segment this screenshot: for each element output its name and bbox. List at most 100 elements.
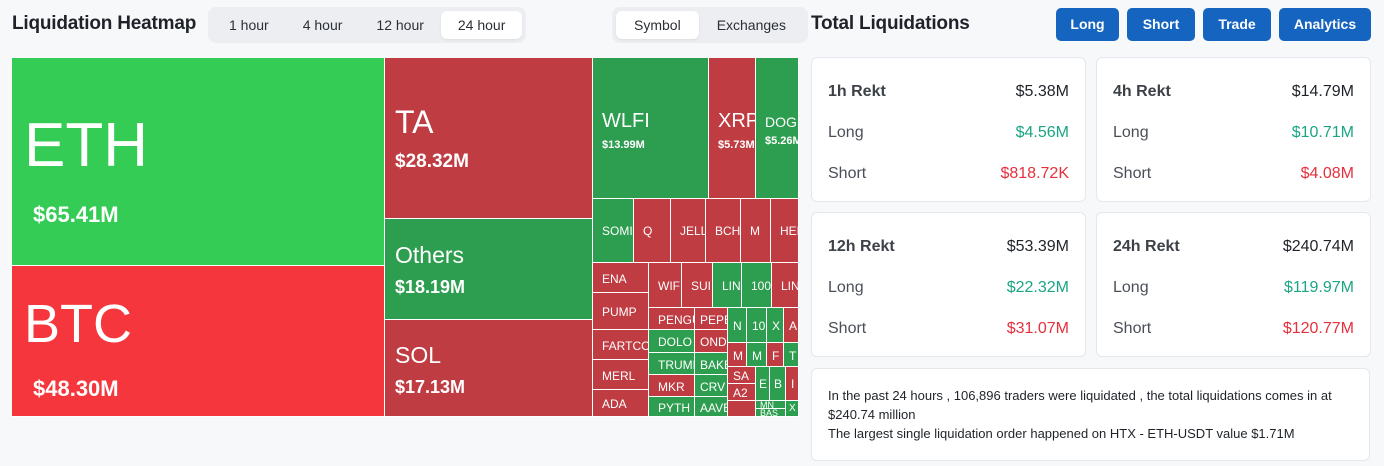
tile-symbol: SA — [733, 369, 750, 383]
card-long-value: $119.97M — [1284, 279, 1354, 296]
tile-b[interactable]: B — [770, 367, 786, 401]
tile-symbol: PUMP — [602, 305, 637, 319]
tile-f[interactable]: F — [767, 343, 784, 367]
tile-bas[interactable]: BAS — [756, 409, 786, 417]
tile-m2[interactable]: M — [728, 343, 747, 367]
tile-symbol: M — [750, 224, 760, 238]
card-long-value: $4.56M — [1015, 124, 1069, 141]
tile-symbol: PEPE — [700, 313, 727, 327]
tile-ta[interactable]: TA $28.32M — [385, 58, 593, 219]
tile-bch[interactable]: BCH — [706, 199, 741, 263]
tile-aave[interactable]: AAVE — [695, 397, 728, 417]
tile-bake[interactable]: BAKE — [695, 353, 728, 375]
time-option-24h[interactable]: 24 hour — [440, 11, 523, 39]
rekt-card-4h: 4h Rekt $14.79M Long $10.71M Short $4.08M — [1096, 57, 1371, 202]
tile-symbol: CRV — [700, 380, 726, 394]
tile-symbol: N — [733, 319, 742, 333]
tile-10[interactable]: 10 — [747, 308, 767, 343]
tile-trump[interactable]: TRUMP — [649, 353, 695, 375]
tile-link[interactable]: LINK — [713, 263, 742, 308]
tile-x[interactable]: X — [767, 308, 784, 343]
tile-pump[interactable]: PUMP — [593, 293, 649, 330]
tile-symbol: ETH — [24, 111, 148, 180]
summary-line-largest-order: The largest single liquidation order hap… — [828, 426, 1295, 441]
tile-sol[interactable]: SOL $17.13M — [385, 320, 593, 417]
tile-symbol: A — [789, 319, 798, 333]
tile-q[interactable]: Q — [634, 199, 671, 263]
tile-symbol: PENGU — [658, 313, 694, 327]
view-selector: Symbol Exchanges — [612, 7, 808, 43]
tile-symbol: DOLO — [658, 335, 693, 349]
tile-symbol: Q — [643, 224, 653, 238]
tile-pepe[interactable]: PEPE — [695, 308, 728, 330]
tile-mn[interactable]: MN — [756, 401, 786, 409]
long-label: Long — [828, 279, 864, 296]
tile-symbol: BAKE — [700, 358, 727, 372]
card-short-value: $31.07M — [1006, 320, 1069, 337]
tile-pengu[interactable]: PENGU — [649, 308, 695, 330]
tile-symbol: SOL — [395, 342, 442, 368]
tile-filler[interactable] — [728, 401, 756, 417]
tile-wif[interactable]: WIF — [649, 263, 682, 308]
tile-doge[interactable]: DOGE $5.26M — [756, 58, 799, 199]
long-label: Long — [1113, 279, 1149, 296]
short-label: Short — [828, 320, 867, 337]
tile-others[interactable]: Others $18.19M — [385, 219, 593, 320]
tile-m3[interactable]: M — [747, 343, 767, 367]
tile-xrp[interactable]: XRP $5.73M — [709, 58, 756, 199]
tile-value: $28.32M — [395, 151, 469, 172]
rekt-card-12h: 12h Rekt $53.39M Long $22.32M Short $31.07M — [811, 212, 1086, 357]
tile-x2[interactable]: X — [786, 401, 799, 417]
tile-n[interactable]: N — [728, 308, 747, 343]
tile-value: $5.73M — [718, 139, 755, 151]
tile-eth[interactable]: ETH $65.41M — [12, 58, 385, 266]
tile-crv[interactable]: CRV — [695, 375, 728, 397]
tile-sa[interactable]: SA — [728, 367, 756, 384]
tile-symbol: ADA — [602, 397, 627, 411]
time-option-12h[interactable]: 12 hour — [376, 17, 424, 33]
short-label: Short — [1113, 165, 1152, 182]
tile-i[interactable]: I — [786, 367, 799, 401]
tile-t[interactable]: T — [784, 343, 799, 367]
card-total: $5.38M — [1015, 83, 1069, 100]
tile-ada[interactable]: ADA — [593, 390, 649, 417]
card-long-value: $10.71M — [1291, 124, 1354, 141]
card-label: 12h Rekt — [828, 238, 895, 255]
tile-jelly[interactable]: JELLY — [671, 199, 706, 263]
tile-lin[interactable]: LIN — [772, 263, 799, 308]
short-label: Short — [1113, 320, 1152, 337]
view-option-exchanges[interactable]: Exchanges — [716, 17, 786, 33]
tile-symbol: Others — [395, 242, 465, 268]
tile-e[interactable]: E — [756, 367, 770, 401]
tile-fartcoin[interactable]: FARTCOIN — [593, 330, 649, 360]
trade-button[interactable]: Trade — [1203, 8, 1271, 41]
tile-wlfi[interactable]: WLFI $13.99M — [593, 58, 709, 199]
tile-hemi[interactable]: HEMI — [771, 199, 799, 263]
tile-merl[interactable]: MERL — [593, 360, 649, 390]
tile-symbol: XRP — [718, 110, 756, 132]
long-button[interactable]: Long — [1056, 8, 1119, 41]
short-button[interactable]: Short — [1127, 8, 1195, 41]
tile-pyth[interactable]: PYTH — [649, 397, 695, 417]
analytics-button[interactable]: Analytics — [1279, 8, 1371, 41]
card-long-value: $22.32M — [1006, 279, 1069, 296]
tile-ondo[interactable]: ONDO — [695, 330, 728, 353]
tile-symbol: LINK — [722, 279, 741, 293]
tile-mkr[interactable]: MKR — [649, 375, 695, 397]
tile-btc[interactable]: BTC $48.30M — [12, 266, 385, 417]
tile-sui[interactable]: SUI — [682, 263, 713, 308]
tile-m[interactable]: M — [741, 199, 771, 263]
tile-somi[interactable]: SOMI — [593, 199, 634, 263]
tile-symbol: E — [759, 377, 768, 391]
tile-ena[interactable]: ENA — [593, 263, 649, 293]
tile-a2[interactable]: A2 — [728, 384, 756, 401]
tile-1000[interactable]: 1000 — [742, 263, 772, 308]
view-option-symbol[interactable]: Symbol — [616, 11, 699, 39]
liquidation-heatmap: ETH $65.41M BTC $48.30M TA $28.32M Other… — [12, 58, 799, 417]
time-option-4h[interactable]: 4 hour — [302, 17, 343, 33]
tile-value: $5.26M — [765, 135, 799, 147]
time-option-1h[interactable]: 1 hour — [229, 17, 269, 33]
tile-a[interactable]: A — [784, 308, 799, 343]
tile-symbol: SOMI — [602, 224, 633, 238]
tile-dolo[interactable]: DOLO — [649, 330, 695, 353]
